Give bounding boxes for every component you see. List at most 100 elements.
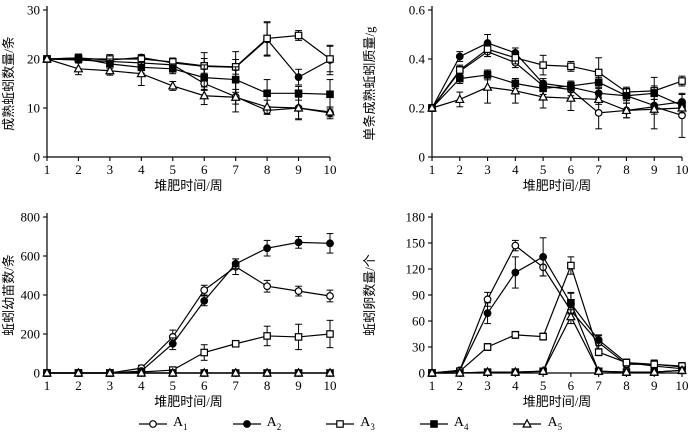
circle-filled-marker [455, 52, 464, 61]
chart-svg: 0 200 400 600 800 1 2 3 4 5 6 7 8 9 10 堆肥时间/周 蚯蚓幼苗数/条 [1, 210, 337, 410]
series-line-A2 [431, 256, 683, 374]
series-line-A2 [431, 42, 683, 109]
circle-open-marker [263, 282, 272, 291]
circle-filled-marker [326, 239, 334, 248]
triangle-open-marker [565, 92, 576, 102]
square-filled-marker [594, 78, 603, 87]
x-tick-labels: 1 2 3 4 5 6 7 8 9 10 [429, 157, 689, 177]
y-tick-label: 30 [412, 340, 425, 355]
series-A2 [43, 22, 334, 86]
series-line-A3 [431, 263, 683, 374]
x-tick-labels: 1 2 3 4 5 6 7 8 9 10 [44, 373, 337, 393]
square-open-marker [263, 34, 271, 43]
legend-marker-circle-filled [232, 420, 261, 428]
x-tick-label: 2 [457, 162, 464, 177]
legend-marker-triangle-open [513, 418, 542, 428]
triangle-open-marker [199, 367, 210, 377]
y-tick-label: 60 [412, 314, 425, 329]
series-A5 [42, 53, 335, 121]
x-tick-label: 9 [295, 162, 302, 177]
legend-marker-square-open [326, 420, 355, 428]
y-tick-label: 0 [34, 366, 41, 381]
triangle-open-marker [677, 102, 687, 112]
x-tick-label: 1 [44, 162, 51, 177]
circle-filled-marker [483, 309, 492, 318]
series-line-A3 [47, 34, 331, 68]
x-tick-label: 2 [457, 378, 464, 393]
y-tick-labels: 0 0.2 0.4 0.6 [409, 3, 432, 165]
x-tick-label: 10 [324, 378, 337, 393]
triangle-open-marker [621, 366, 632, 376]
y-tick-label: 0.6 [409, 3, 426, 18]
square-open-marker [231, 339, 240, 348]
y-tick-label: 0 [34, 150, 41, 165]
circle-filled-marker [594, 336, 603, 344]
series-A5 [427, 309, 687, 377]
legend-marker-square-filled [419, 420, 448, 428]
square-filled-marker [231, 75, 240, 84]
circle-open-marker [149, 420, 157, 428]
square-open-marker [594, 68, 603, 77]
square-open-marker [483, 45, 492, 54]
circle-filled-marker [294, 73, 303, 82]
x-tick-label: 7 [595, 162, 602, 177]
x-tick-label: 1 [429, 162, 436, 177]
square-open-marker [678, 77, 686, 85]
square-open-marker [263, 332, 271, 340]
square-filled-marker [622, 91, 631, 100]
x-tick-labels: 1 2 3 4 5 6 7 8 9 10 [429, 373, 689, 393]
triangle-open-marker [325, 106, 335, 116]
square-open-marker [483, 343, 492, 351]
series-line-A5 [431, 86, 683, 112]
x-tick-label: 7 [232, 162, 239, 177]
legend-label-A1: A1 [172, 415, 188, 432]
legend-item-A4: A4 [419, 416, 468, 432]
y-tick-label: 400 [21, 288, 41, 303]
series-line-A3 [47, 333, 331, 374]
circle-filled-marker [168, 339, 177, 348]
legend-label-A3: A3 [360, 415, 375, 432]
square-filled-marker [168, 64, 177, 73]
triangle-open-marker [454, 367, 465, 377]
square-open-marker [294, 333, 303, 341]
square-open-marker [650, 360, 659, 369]
square-open-marker [336, 420, 344, 428]
y-tick-label: 90 [412, 288, 425, 303]
triangle-open-marker [262, 101, 273, 111]
triangle-open-marker [42, 367, 52, 377]
y-axis-title: 成熟蚯蚓数量/条 [1, 36, 16, 131]
x-tick-label: 6 [568, 378, 575, 393]
chart-svg: 0 0.2 0.4 0.6 1 2 3 4 5 6 7 8 9 10 堆肥时间/周 单条成熟蚯蚓质量/g [362, 3, 689, 194]
square-open-marker [567, 62, 575, 71]
triangle-open-marker [104, 367, 115, 377]
y-tick-label: 10 [27, 101, 40, 116]
triangle-open-marker [649, 366, 660, 376]
x-tick-label: 6 [201, 378, 208, 393]
y-tick-label: 30 [27, 3, 40, 18]
square-open-marker [539, 61, 547, 69]
legend-item-A3: A3 [325, 416, 375, 432]
series-A3 [428, 256, 686, 377]
x-tick-label: 10 [676, 162, 689, 177]
series-line-A5 [46, 58, 331, 113]
circle-filled-marker [200, 296, 209, 305]
x-tick-label: 10 [324, 162, 337, 177]
x-tick-label: 2 [75, 378, 82, 393]
series-A3 [43, 319, 334, 377]
circle-open-marker [483, 295, 492, 304]
y-tick-label: 0 [419, 366, 426, 381]
square-filled-marker [294, 89, 303, 98]
triangle-open-marker [482, 81, 493, 91]
square-open-marker [511, 331, 520, 339]
chart-svg: 0 10 20 30 1 2 3 4 5 6 7 8 9 10 堆肥时间/周 成熟蚯蚓数量/条 [1, 3, 337, 194]
y-axis-title: 蚯蚓卵数量/个 [362, 254, 377, 336]
square-filled-marker [74, 54, 83, 62]
series-A2 [428, 34, 686, 113]
triangle-open-marker [73, 367, 84, 377]
square-open-marker [539, 332, 547, 341]
x-tick-label: 9 [651, 378, 658, 393]
series-A2 [428, 237, 686, 377]
triangle-open-marker [104, 65, 115, 75]
legend-item-A2: A2 [232, 416, 281, 432]
